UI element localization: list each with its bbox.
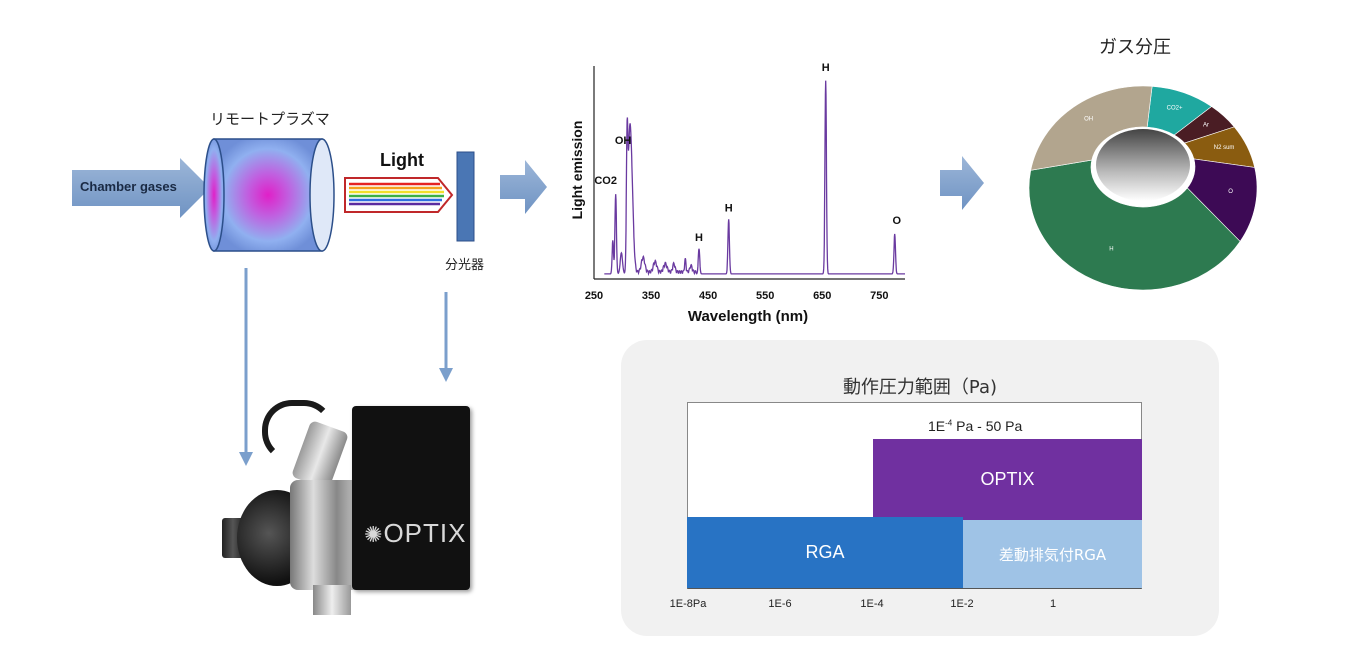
- plasma-label: リモートプラズマ: [210, 110, 330, 128]
- device-brand: OPTIX: [383, 518, 467, 548]
- rga-bar-label: RGA: [805, 542, 845, 562]
- donut-segment-label: O: [1228, 189, 1233, 195]
- chamber-gases-arrow: [72, 158, 210, 218]
- optix-bar-label: OPTIX: [980, 469, 1035, 489]
- device-logo: ✺OPTIX: [364, 518, 466, 549]
- spectrometer: [456, 151, 475, 242]
- spectrum-xlabel: Wavelength (nm): [688, 308, 808, 325]
- spectrum-x-tick: 550: [756, 290, 774, 302]
- diff-rga-range-bar: 差動排気付RGA: [963, 520, 1142, 588]
- optix-range-bar: OPTIX: [873, 439, 1142, 520]
- plasma-cylinder: [203, 138, 335, 252]
- optix-range-exp: -4: [945, 418, 953, 428]
- spectrum-x-tick: 450: [699, 290, 717, 302]
- arrow-to-donut: [940, 156, 984, 210]
- rga-range-bar: RGA: [687, 517, 963, 588]
- device-body: [290, 480, 360, 590]
- device-box: ✺OPTIX: [352, 406, 470, 590]
- donut-hole: [1096, 129, 1190, 201]
- range-tick: 1E-4: [860, 598, 884, 610]
- donut-segment-label: H: [1109, 247, 1113, 253]
- donut-title: ガス分圧: [1099, 37, 1171, 58]
- donut-segment-label: N2 sum: [1214, 145, 1235, 151]
- device-port: [313, 585, 351, 615]
- emission-spectrum-chart: CO2 OH H H H O 250 350 450 550 650 750 Light emiss…: [569, 62, 905, 325]
- spectrum-line: [604, 80, 905, 277]
- spectrum-ylabel: Light emission: [569, 121, 585, 220]
- down-arrow-left: [239, 268, 253, 466]
- donut-segment: [1028, 159, 1241, 291]
- donut-segment: [1030, 85, 1153, 171]
- range-tick: 1E-8Pa: [669, 598, 707, 610]
- chamber-gases-label: Chamber gases: [80, 179, 177, 194]
- spectrum-peak-label: OH: [615, 135, 632, 147]
- spectrometer-label: 分光器: [445, 258, 485, 273]
- arrow-to-spectrum: [500, 160, 547, 214]
- range-tick: 1E-6: [768, 598, 792, 610]
- spectrum-peak-label: CO2: [594, 175, 617, 187]
- spectrum-peak-label: O: [892, 215, 901, 227]
- spectrum-peak-label: H: [822, 62, 830, 74]
- light-beam: [344, 177, 454, 213]
- donut-segment-label: OH: [1084, 116, 1093, 122]
- optix-range-prefix: 1E: [928, 418, 946, 434]
- spectrum-peak-label: H: [725, 202, 733, 214]
- spectrum-peak-label: H: [695, 232, 703, 244]
- spectrum-x-tick: 350: [642, 290, 660, 302]
- range-chart-title: 動作圧力範囲（Pa): [842, 377, 998, 398]
- range-tick: 1: [1049, 598, 1057, 610]
- optix-range-label: 1E-4 Pa - 50 Pa: [928, 418, 1022, 434]
- donut-segment-label: Ar: [1203, 123, 1209, 129]
- device-cable: [262, 400, 334, 462]
- optix-range-suffix: Pa - 50 Pa: [952, 418, 1023, 434]
- spectrum-x-tick: 250: [585, 290, 603, 302]
- donut-segment-label: CO2+: [1167, 105, 1183, 111]
- spectrum-x-tick: 650: [813, 290, 831, 302]
- light-label: Light: [380, 150, 424, 170]
- down-arrow-right: [439, 292, 453, 382]
- range-tick: 1E-2: [950, 598, 974, 610]
- optix-logo-icon: ✺: [364, 522, 384, 547]
- spectrum-x-tick: 750: [870, 290, 888, 302]
- diff-rga-bar-label: 差動排気付RGA: [998, 545, 1107, 564]
